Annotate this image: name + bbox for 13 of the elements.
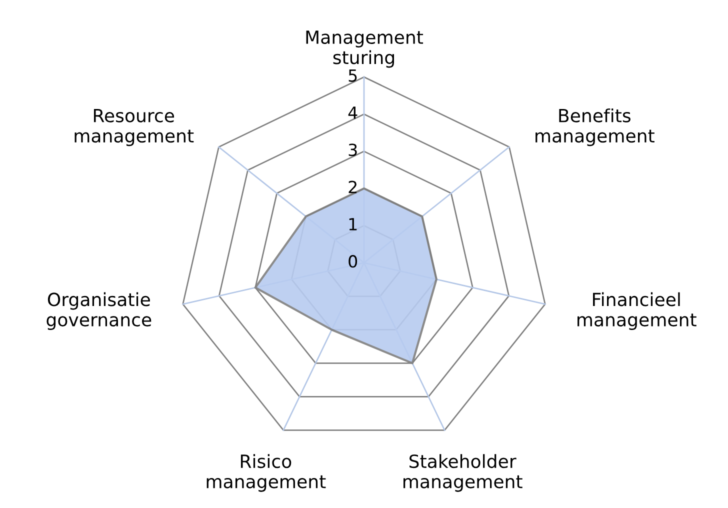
spoke-label: Financieel management bbox=[578, 292, 696, 330]
y-tick-label: 4 bbox=[348, 106, 358, 119]
spoke-label: Organisatie governance bbox=[46, 292, 152, 330]
spoke-label: Stakeholder management bbox=[403, 454, 522, 492]
spoke-label: Management sturing bbox=[306, 30, 424, 68]
y-tick-label: 1 bbox=[349, 218, 357, 230]
y-tick-label: 5 bbox=[348, 69, 357, 82]
spoke-label: Resource management bbox=[74, 108, 194, 146]
spoke-label: Risico management bbox=[206, 454, 326, 492]
spoke-label: Benefits management bbox=[536, 108, 654, 146]
y-tick-label: 3 bbox=[348, 144, 357, 156]
y-tick-label: 2 bbox=[348, 180, 356, 194]
y-tick-label: 0 bbox=[348, 255, 358, 268]
